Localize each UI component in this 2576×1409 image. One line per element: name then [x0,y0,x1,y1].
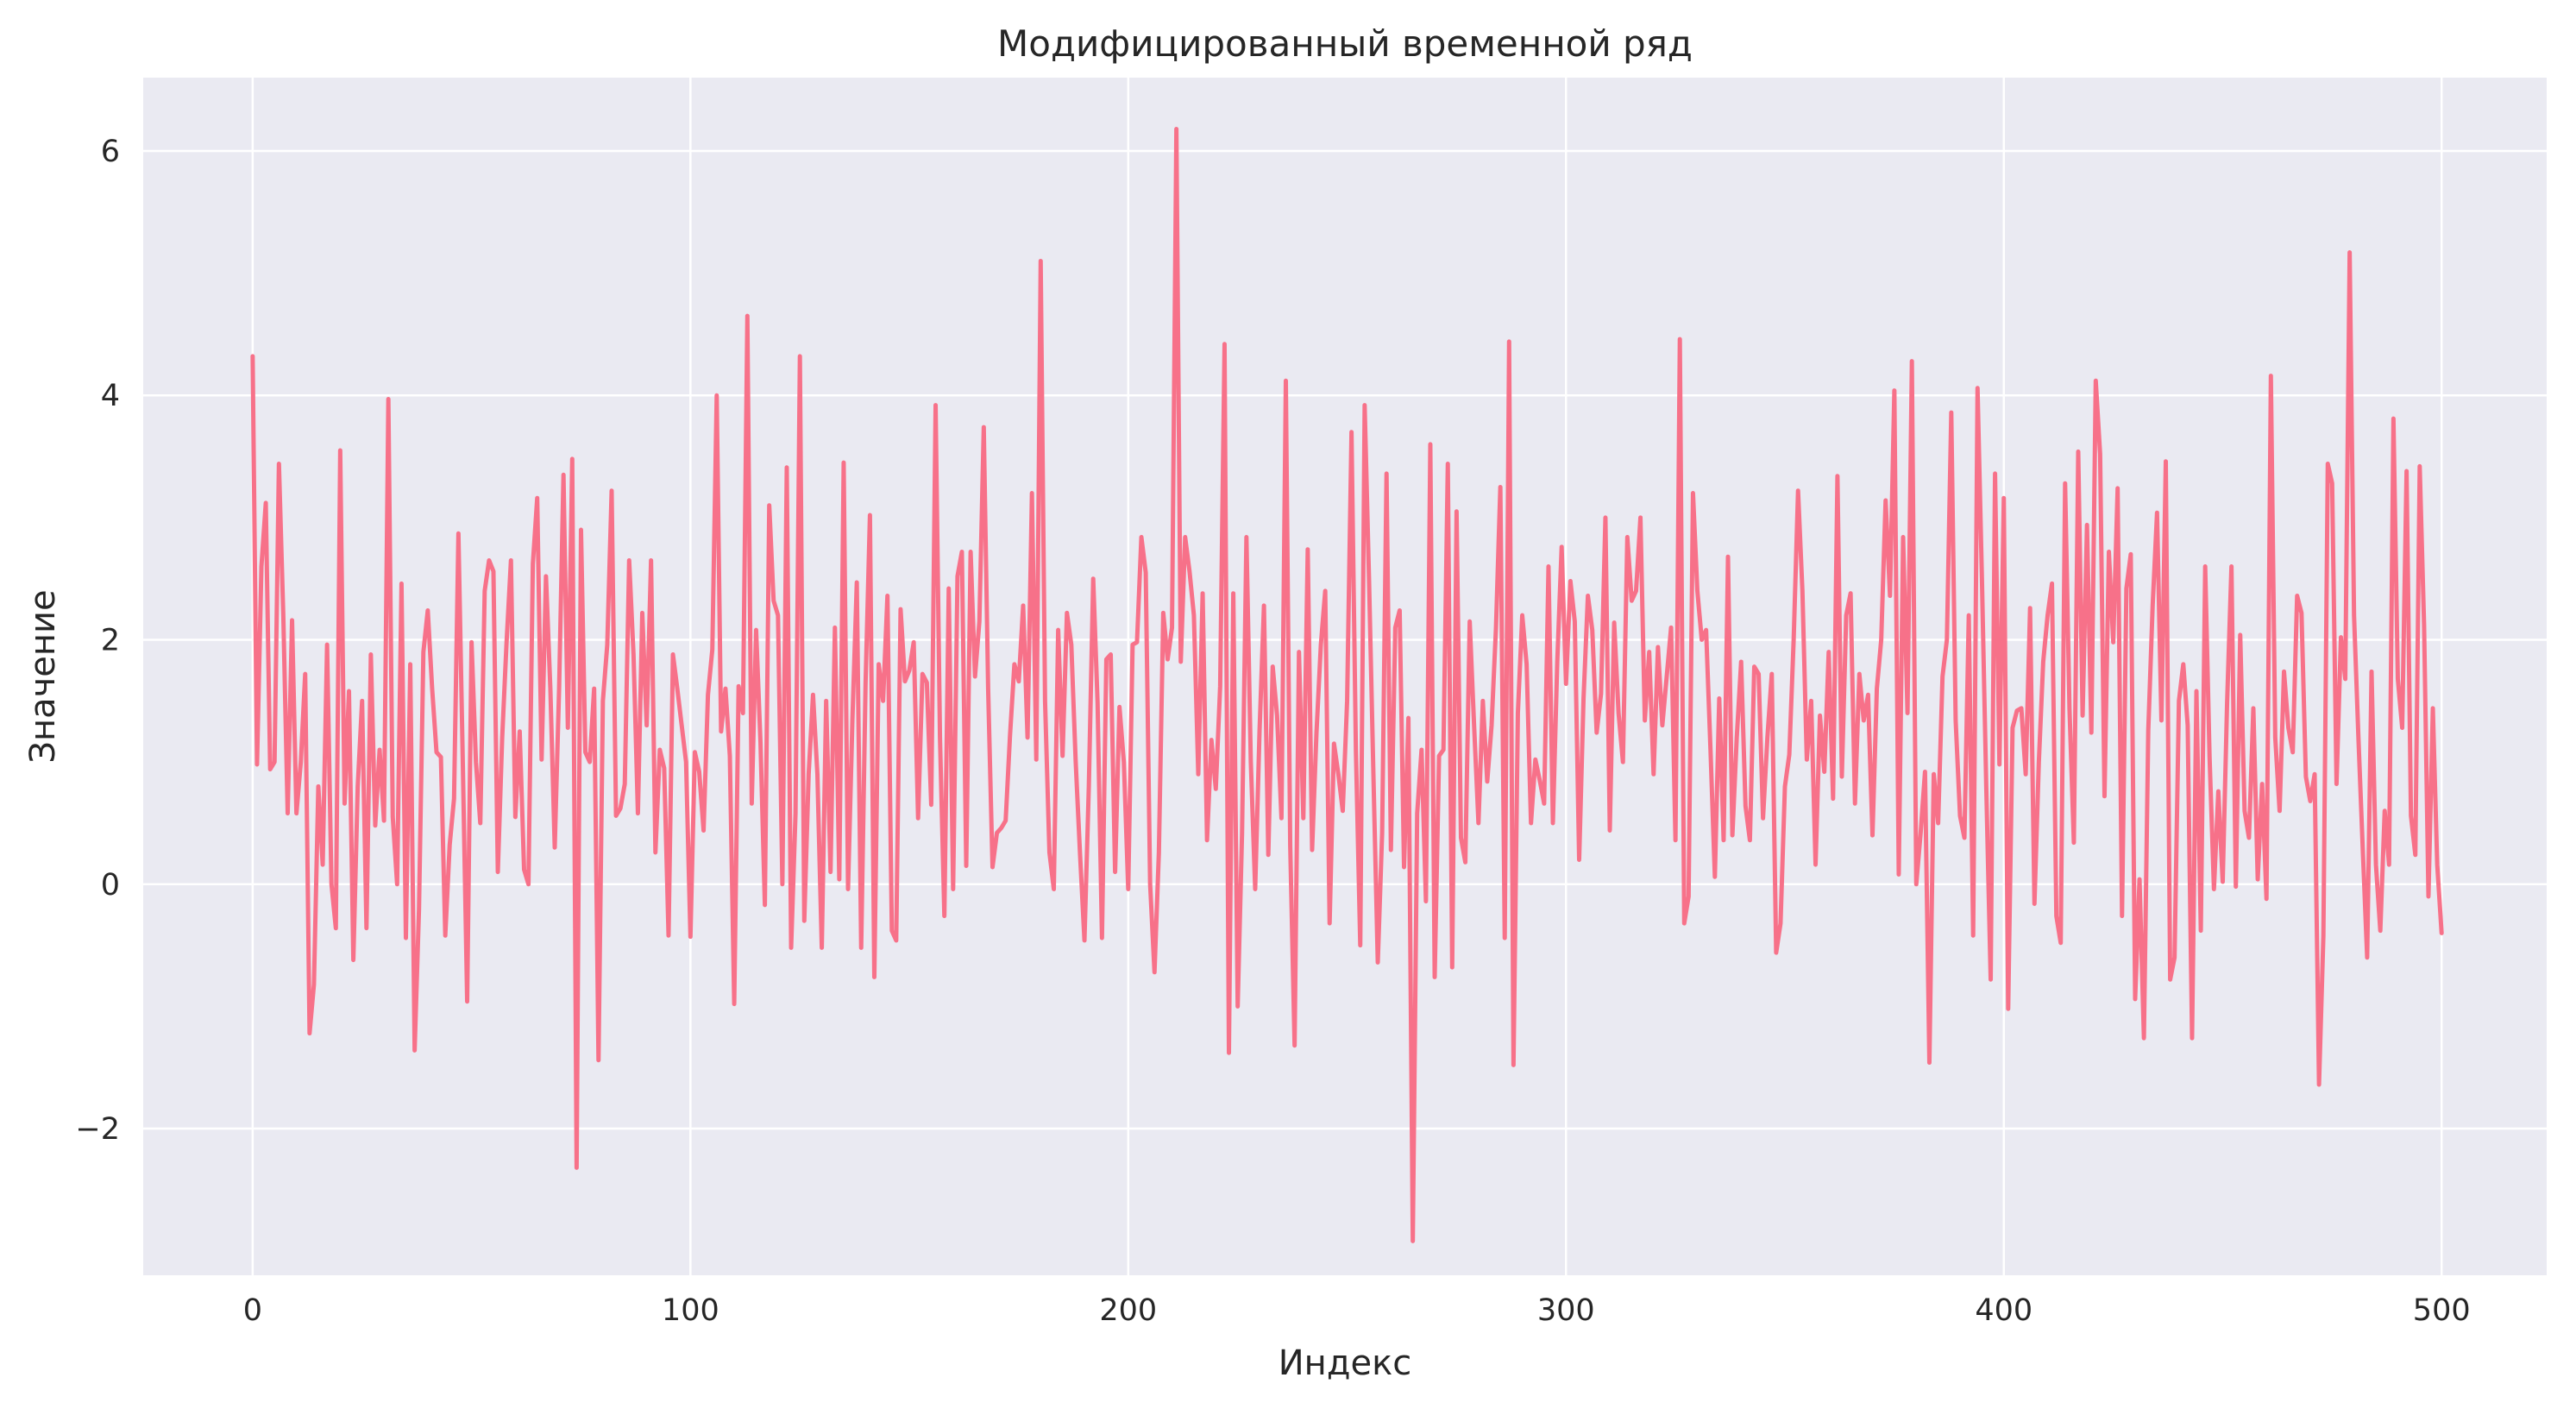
series-layer [250,126,2444,1243]
y-tick-label: 2 [101,624,120,658]
y-tick-label: 4 [101,379,120,413]
x-tick-label: 400 [1975,1293,2033,1328]
x-tick-label: 200 [1099,1293,1157,1328]
x-axis-label: Индекс [1279,1343,1412,1383]
series-line [250,126,2444,1243]
x-tick-label: 100 [662,1293,719,1328]
x-tick-label: 300 [1537,1293,1595,1328]
y-axis-label: Значение [23,589,63,763]
y-tick-label: 6 [101,135,120,169]
y-tick-label: 0 [101,868,120,903]
x-tick-label: 500 [2413,1293,2471,1328]
y-tick-label: −2 [75,1112,120,1147]
chart-title: Модифицированный временной ряд [997,22,1693,65]
tick-labels: 0 100 200 300 400 500 −2 0 2 4 6 [75,135,2470,1328]
x-tick-label: 0 [243,1293,262,1328]
